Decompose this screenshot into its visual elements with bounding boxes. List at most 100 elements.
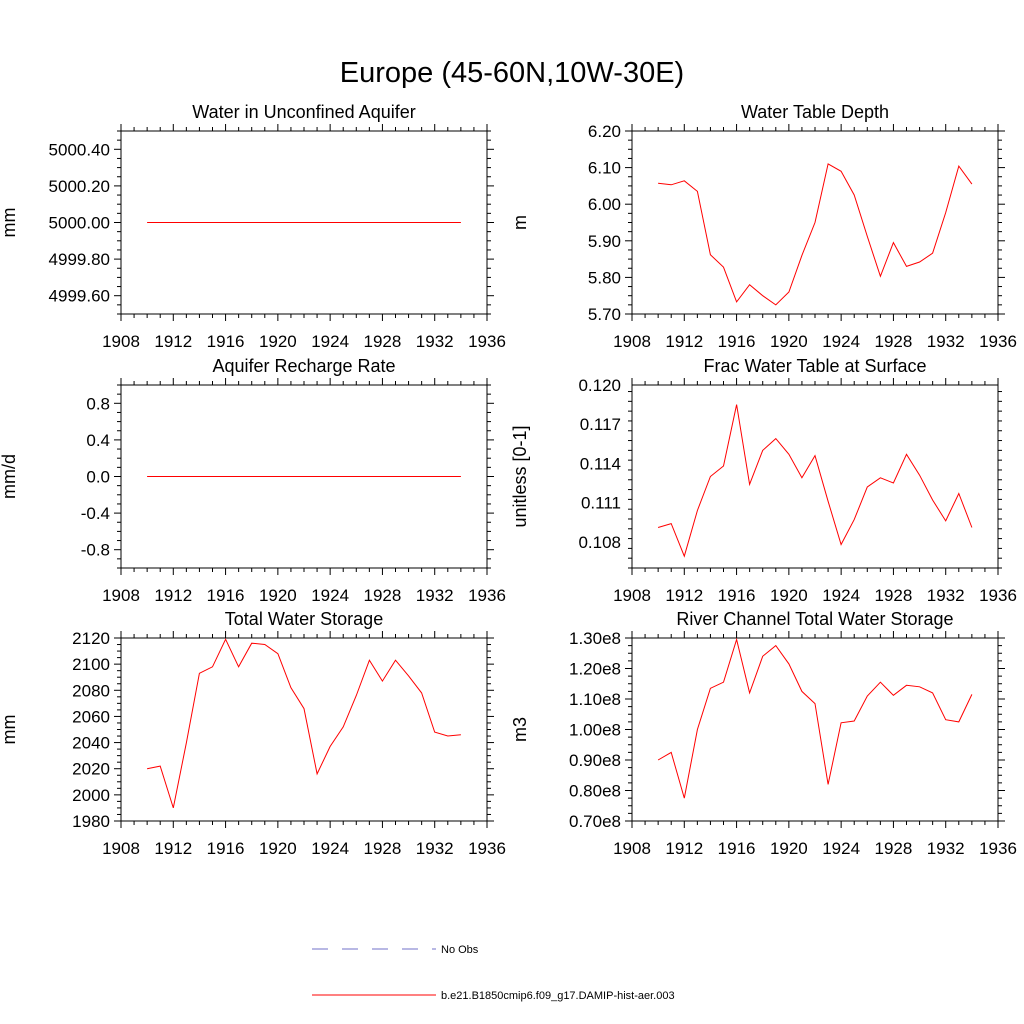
y-tick-label: 0.80e8 <box>569 782 621 801</box>
panel-frac-water-table-at-surface-ylabel: unitless [0-1] <box>510 425 530 527</box>
x-tick-label: 1928 <box>364 586 402 605</box>
panel-river-channel-total-water-storage-frame <box>631 637 999 822</box>
x-tick-label: 1924 <box>311 839 349 858</box>
y-tick-label: 1.00e8 <box>569 721 621 740</box>
x-tick-label: 1912 <box>665 839 703 858</box>
panel-water-table-depth-series-line <box>658 163 973 306</box>
x-tick-label: 1908 <box>102 839 140 858</box>
y-tick-label: 5000.20 <box>49 177 110 196</box>
y-tick-label: 0.111 <box>581 494 621 513</box>
legend: No Obs b.e21.B1850cmip6.f09_g17.DAMIP-hi… <box>312 944 675 1002</box>
legend-obs-label: No Obs <box>441 944 479 956</box>
x-tick-label: 1936 <box>468 332 506 351</box>
y-tick-label: 0.0 <box>86 468 110 487</box>
panel-water-table-depth-ylabel: m <box>510 215 530 230</box>
x-tick-label: 1908 <box>613 332 651 351</box>
y-tick-label: 0.4 <box>86 431 110 450</box>
y-tick-label: 5.90 <box>588 232 621 251</box>
panel-aquifer-recharge-rate-title: Aquifer Recharge Rate <box>212 356 395 376</box>
x-tick-label: 1928 <box>875 839 913 858</box>
figure-title: Europe (45-60N,10W-30E) <box>340 57 684 89</box>
y-tick-label: 0.8 <box>86 394 110 413</box>
x-tick-label: 1932 <box>927 586 965 605</box>
y-tick-label: 2120 <box>72 629 110 648</box>
x-tick-label: 1928 <box>364 332 402 351</box>
x-tick-label: 1916 <box>207 332 245 351</box>
x-tick-label: 1920 <box>770 586 808 605</box>
x-tick-label: 1924 <box>311 586 349 605</box>
panel-total-water-storage-ylabel: mm <box>0 715 19 745</box>
x-tick-label: 1912 <box>154 839 192 858</box>
x-tick-label: 1908 <box>102 332 140 351</box>
y-tick-label: 0.114 <box>580 454 621 473</box>
y-tick-label: 6.20 <box>588 122 621 141</box>
x-tick-label: 1936 <box>468 586 506 605</box>
y-tick-label: 2000 <box>72 786 110 805</box>
x-tick-label: 1928 <box>364 839 402 858</box>
x-tick-label: 1932 <box>416 332 454 351</box>
y-tick-label: 4999.80 <box>49 250 110 269</box>
y-tick-label: 0.108 <box>578 533 621 552</box>
panel-frac-water-table-at-surface-title: Frac Water Table at Surface <box>703 356 926 376</box>
panel-water-in-unconfined-aquifer-ylabel: mm <box>0 208 19 238</box>
y-tick-label: 2100 <box>72 655 110 674</box>
panel-river-channel-total-water-storage: River Channel Total Water Storage m3 1908 1… <box>510 609 1017 858</box>
y-tick-label: 4999.60 <box>49 287 110 306</box>
x-tick-label: 1920 <box>770 839 808 858</box>
y-tick-label: 6.00 <box>588 195 621 214</box>
y-tick-label: -0.8 <box>81 541 110 560</box>
y-tick-label: 2060 <box>72 707 110 726</box>
x-tick-label: 1932 <box>927 332 965 351</box>
panel-total-water-storage-series-line <box>147 638 461 809</box>
x-tick-label: 1936 <box>979 332 1017 351</box>
x-tick-label: 1916 <box>718 586 756 605</box>
panel-total-water-storage: Total Water Storage mm 1908 1912 1916 1920 192… <box>0 609 506 858</box>
y-tick-label: 2020 <box>72 760 110 779</box>
x-tick-label: 1932 <box>416 839 454 858</box>
y-tick-label: 5000.40 <box>49 140 110 159</box>
y-tick-label: 5.80 <box>588 268 621 287</box>
panel-frac-water-table-at-surface: Frac Water Table at Surface unitless [0-1… <box>510 356 1017 605</box>
x-tick-label: 1908 <box>613 839 651 858</box>
x-tick-label: 1936 <box>979 586 1017 605</box>
panel-water-in-unconfined-aquifer-title: Water in Unconfined Aquifer <box>192 102 415 122</box>
x-tick-label: 1924 <box>311 332 349 351</box>
x-tick-label: 1916 <box>207 586 245 605</box>
x-tick-label: 1924 <box>822 586 860 605</box>
x-tick-label: 1936 <box>979 839 1017 858</box>
panel-river-channel-total-water-storage-ylabel: m3 <box>510 717 530 742</box>
x-tick-label: 1920 <box>259 586 297 605</box>
y-tick-label: 1980 <box>72 812 110 831</box>
panel-aquifer-recharge-rate-ylabel: mm/d <box>0 454 19 499</box>
panel-total-water-storage-title: Total Water Storage <box>225 609 383 629</box>
y-tick-label: 5.70 <box>588 305 621 324</box>
y-tick-label: 0.90e8 <box>569 751 621 770</box>
x-tick-label: 1916 <box>207 839 245 858</box>
panel-frac-water-table-at-surface-series-line <box>657 404 973 558</box>
x-tick-label: 1920 <box>770 332 808 351</box>
y-tick-label: 0.117 <box>580 415 621 434</box>
x-tick-label: 1924 <box>822 839 860 858</box>
panel-river-channel-total-water-storage-title: River Channel Total Water Storage <box>676 609 953 629</box>
y-tick-label: 2080 <box>72 681 110 700</box>
x-tick-label: 1916 <box>718 332 756 351</box>
panel-water-table-depth: Water Table Depth m 1908 1912 1916 1920 1924 19… <box>510 102 1017 351</box>
y-tick-label: 0.70e8 <box>569 812 621 831</box>
x-tick-label: 1932 <box>927 839 965 858</box>
panel-water-table-depth-title: Water Table Depth <box>741 102 889 122</box>
x-tick-label: 1908 <box>102 586 140 605</box>
panel-aquifer-recharge-rate: Aquifer Recharge Rate mm/d 1908 1912 1916 192… <box>0 356 506 605</box>
x-tick-label: 1932 <box>416 586 454 605</box>
y-tick-label: 0.120 <box>578 376 621 395</box>
x-tick-label: 1912 <box>665 332 703 351</box>
x-tick-label: 1912 <box>154 586 192 605</box>
y-tick-label: 5000.00 <box>49 214 110 233</box>
panels: Water in Unconfined Aquifer mm 1908 1912 191… <box>0 102 1017 858</box>
x-tick-label: 1916 <box>718 839 756 858</box>
x-tick-label: 1920 <box>259 839 297 858</box>
y-tick-label: 6.10 <box>588 159 621 178</box>
x-tick-label: 1912 <box>665 586 703 605</box>
y-tick-label: 1.20e8 <box>569 660 621 679</box>
panel-frac-water-table-at-surface-frame <box>631 384 999 569</box>
